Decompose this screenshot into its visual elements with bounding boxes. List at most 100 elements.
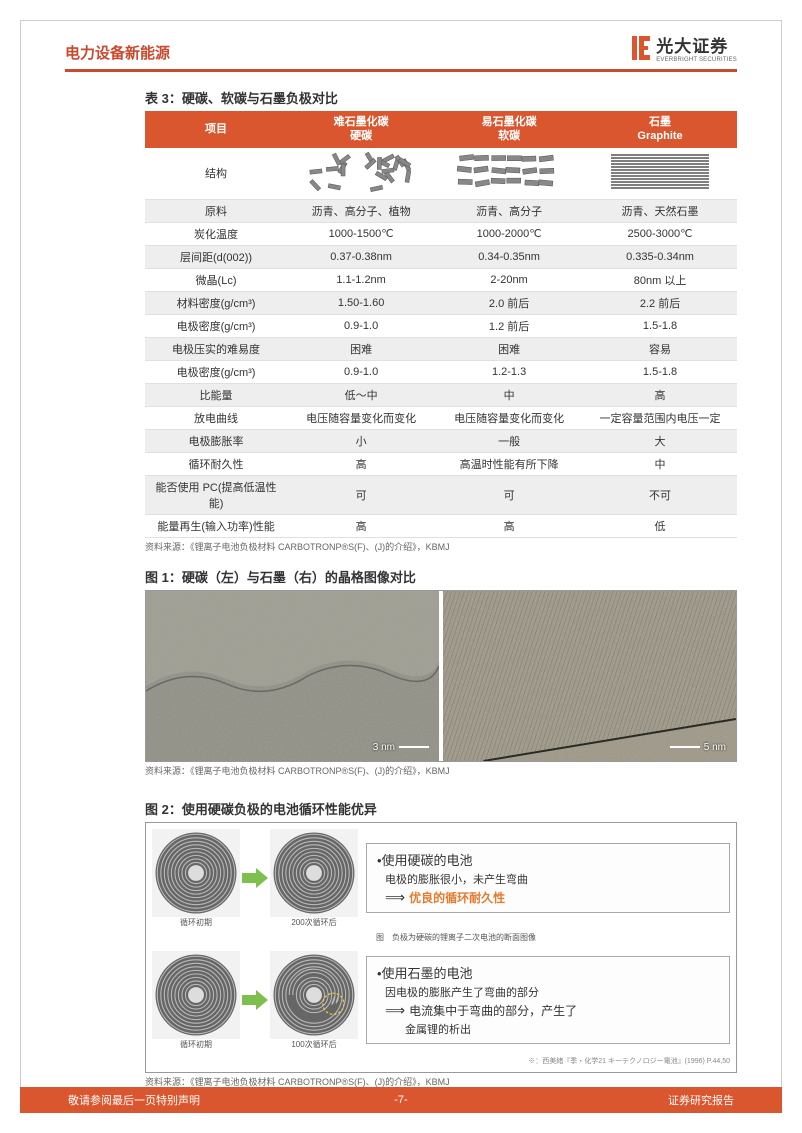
row-label: 电极密度(g/cm³) xyxy=(145,314,287,337)
table-row: 层间距(d(002))0.37-0.38nm0.34-0.35nm0.335-0… xyxy=(145,245,737,268)
table-cell: 1.1-1.2nm xyxy=(287,268,435,291)
scale-bar-left: 3 nm xyxy=(373,742,429,753)
table-cell: 高 xyxy=(287,514,435,537)
structure-diagram xyxy=(287,148,435,200)
table-cell: 80nm 以上 xyxy=(583,268,737,291)
table-cell: 低～中 xyxy=(287,383,435,406)
structure-diagram xyxy=(583,148,737,200)
table-cell: 一般 xyxy=(435,429,583,452)
table-cell: 一定容量范围内电压一定 xyxy=(583,406,737,429)
table-row: 原料沥青、高分子、植物沥青、高分子沥青、天然石墨 xyxy=(145,199,737,222)
category-title: 电力设备新能源 xyxy=(65,42,170,63)
fig2-text-graphite: •使用石墨的电池 因电极的膨胀产生了弯曲的部分 ⟹ 电流集中于弯曲的部分，产生了… xyxy=(366,956,730,1044)
table-row: 炭化温度1000-1500℃1000-2000℃2500-3000℃ xyxy=(145,222,737,245)
footer-right: 证券研究报告 xyxy=(668,1092,734,1108)
micrograph-graphite: 5 nm xyxy=(443,591,736,761)
table-row: 能量再生(输入功率)性能高高低 xyxy=(145,514,737,537)
row-label: 结构 xyxy=(145,148,287,200)
fig2-row-hardcarbon: 循环初期 xyxy=(152,829,730,928)
coil-graphite-after xyxy=(270,951,358,1039)
structure-diagram xyxy=(435,148,583,200)
table-cell: 0.9-1.0 xyxy=(287,314,435,337)
row-label: 比能量 xyxy=(145,383,287,406)
table-cell: 电压随容量变化而变化 xyxy=(287,406,435,429)
row-label: 能否使用 PC(提高低温性能) xyxy=(145,475,287,514)
row-label: 炭化温度 xyxy=(145,222,287,245)
table-cell: 2.2 前后 xyxy=(583,291,737,314)
fig2-text-hardcarbon: •使用硬碳的电池 电极的膨胀很小，未产生弯曲 ⟹ 优良的循环耐久性 xyxy=(366,843,730,913)
coil-hardcarbon-before xyxy=(152,829,240,917)
fig2-row-graphite: 循环初期 xyxy=(152,951,730,1050)
table-row: 放电曲线电压随容量变化而变化电压随容量变化而变化一定容量范围内电压一定 xyxy=(145,406,737,429)
table-cell: 高 xyxy=(287,452,435,475)
row-label: 电极压实的难易度 xyxy=(145,337,287,360)
footer-left: 敬请参阅最后一页特别声明 xyxy=(68,1092,200,1108)
table-cell: 1000-1500℃ xyxy=(287,222,435,245)
table-cell: 2-20nm xyxy=(435,268,583,291)
logo-text-en: EVERBRIGHT SECURITIES xyxy=(656,57,737,63)
row-label: 循环耐久性 xyxy=(145,452,287,475)
scale-bar-right: 5 nm xyxy=(670,742,726,753)
table-row: 循环耐久性高高温时性能有所下降中 xyxy=(145,452,737,475)
figure2-container: 循环初期 xyxy=(145,822,737,1073)
table-cell: 1.5-1.8 xyxy=(583,360,737,383)
logo-icon xyxy=(630,34,652,62)
table-cell: 高温时性能有所下降 xyxy=(435,452,583,475)
figure1-source: 资料来源：《锂离子电池负极材料 CARBOTRONP®S(F)、(J)的介绍》，… xyxy=(145,764,737,777)
table-cell: 1.5-1.8 xyxy=(583,314,737,337)
table-row: 电极密度(g/cm³)0.9-1.01.2-1.31.5-1.8 xyxy=(145,360,737,383)
table-cell: 1.50-1.60 xyxy=(287,291,435,314)
row-label: 能量再生(输入功率)性能 xyxy=(145,514,287,537)
table3-title: 表 3：硬碳、软碳与石墨负极对比 xyxy=(145,88,737,107)
figure1-container: 3 nm 5 nm xyxy=(145,590,737,762)
table-row: 电极密度(g/cm³)0.9-1.01.2 前后1.5-1.8 xyxy=(145,314,737,337)
caption-gr-before: 循环初期 xyxy=(180,1039,212,1050)
table-cell: 电压随容量变化而变化 xyxy=(435,406,583,429)
table-cell: 高 xyxy=(435,514,583,537)
footer-page-number: -7- xyxy=(394,1094,407,1106)
table3-source: 资料来源：《锂离子电池负极材料 CARBOTRONP®S(F)、(J)的介绍》，… xyxy=(145,540,737,553)
table-cell: 高 xyxy=(583,383,737,406)
table-cell: 1.2-1.3 xyxy=(435,360,583,383)
table-cell: 容易 xyxy=(583,337,737,360)
table-cell: 可 xyxy=(287,475,435,514)
arrow-icon xyxy=(242,868,268,888)
row-label: 微晶(Lc) xyxy=(145,268,287,291)
arrow-icon xyxy=(242,990,268,1010)
figure2-title: 图 2：使用硬碳负极的电池循环性能优异 xyxy=(145,799,737,818)
table-row: 电极膨胀率小一般大 xyxy=(145,429,737,452)
caption-gr-after: 100次循环后 xyxy=(291,1039,336,1050)
arrow-right-icon: ⟹ xyxy=(385,889,405,906)
table-row: 材料密度(g/cm³)1.50-1.602.0 前后2.2 前后 xyxy=(145,291,737,314)
row-label: 层间距(d(002)) xyxy=(145,245,287,268)
table-cell: 沥青、高分子 xyxy=(435,199,583,222)
table-cell: 小 xyxy=(287,429,435,452)
coil-hardcarbon-after xyxy=(270,829,358,917)
table-cell: 1000-2000℃ xyxy=(435,222,583,245)
row-label: 电极密度(g/cm³) xyxy=(145,360,287,383)
comparison-table: 项目 难石墨化碳 硬碳 易石墨化碳 软碳 石墨 Graphite 结构原料沥青、… xyxy=(145,111,737,538)
row-label: 原料 xyxy=(145,199,287,222)
table-cell: 2.0 前后 xyxy=(435,291,583,314)
table-cell: 低 xyxy=(583,514,737,537)
table-cell: 大 xyxy=(583,429,737,452)
table-cell: 0.37-0.38nm xyxy=(287,245,435,268)
company-logo: 光大证券 EVERBRIGHT SECURITIES xyxy=(630,32,737,63)
figure2-source: 资料来源：《锂离子电池负极材料 CARBOTRONP®S(F)、(J)的介绍》，… xyxy=(145,1075,737,1088)
fig2-footnote: ※：西美緒『季・化学21 キーテクノロジー電池』(1996) P.44,50 xyxy=(152,1056,730,1066)
row-label: 材料密度(g/cm³) xyxy=(145,291,287,314)
page-footer: 敬请参阅最后一页特别声明 -7- 证券研究报告 xyxy=(20,1087,782,1113)
table-cell: 可 xyxy=(435,475,583,514)
th-graphite: 石墨 Graphite xyxy=(583,111,737,148)
table-row: 微晶(Lc)1.1-1.2nm2-20nm80nm 以上 xyxy=(145,268,737,291)
caption-hc-before: 循环初期 xyxy=(180,917,212,928)
table-cell: 0.34-0.35nm xyxy=(435,245,583,268)
coil-graphite-before xyxy=(152,951,240,1039)
caption-hc-after: 200次循环后 xyxy=(291,917,336,928)
table-cell: 0.9-1.0 xyxy=(287,360,435,383)
micrograph-hard-carbon: 3 nm xyxy=(146,591,439,761)
arrow-right-icon: ⟹ xyxy=(385,1002,405,1019)
th-item: 项目 xyxy=(145,111,287,148)
main-content: 表 3：硬碳、软碳与石墨负极对比 项目 难石墨化碳 硬碳 易石墨化碳 软碳 石墨… xyxy=(145,80,737,1088)
table-cell: 1.2 前后 xyxy=(435,314,583,337)
